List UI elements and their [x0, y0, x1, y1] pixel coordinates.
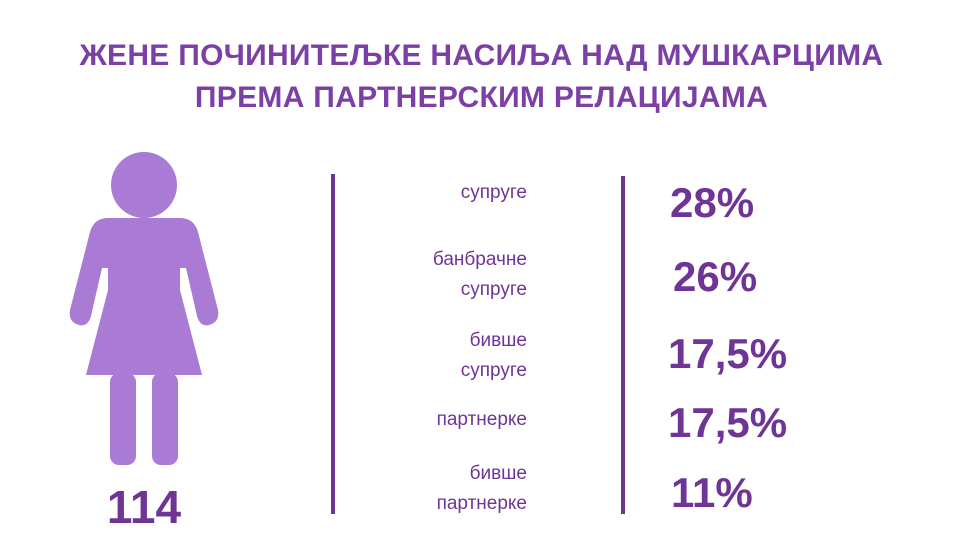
category-label-line: супруге — [460, 360, 527, 381]
category-label: бивше партнерке — [437, 459, 527, 519]
woman-icon — [69, 152, 219, 465]
category-label-line: партнерке — [436, 493, 527, 514]
category-label: банбрачне супруге — [433, 245, 527, 305]
value-label: 11% — [671, 469, 753, 516]
category-label-line: бивше — [469, 330, 527, 351]
category-label: супруге — [461, 178, 527, 208]
value-label: 17,5% — [668, 330, 788, 377]
divider-right — [621, 176, 625, 514]
category-label: бивше супруге — [461, 326, 527, 386]
value-label: 17,5% — [668, 399, 788, 446]
value-label: 28% — [670, 179, 755, 226]
chart-title-line-2: ПРЕМА ПАРТНЕРСКИМ РЕЛАЦИЈАМА — [194, 81, 769, 114]
category-label-line: супруге — [460, 182, 527, 203]
category-label-line: супруге — [460, 279, 527, 300]
chart-title-line-1: ЖЕНЕ ПОЧИНИТЕЉКЕ НАСИЉА НАД МУШКАРЦИМА — [79, 39, 884, 72]
total-count: 114 — [106, 481, 182, 533]
category-label-line: партнерке — [436, 409, 527, 430]
category-label-line: бивше — [469, 463, 527, 484]
divider-left — [331, 174, 335, 514]
category-label-line: банбрачне — [432, 249, 527, 270]
category-label: партнерке — [437, 405, 527, 435]
value-label: 26% — [673, 253, 758, 300]
